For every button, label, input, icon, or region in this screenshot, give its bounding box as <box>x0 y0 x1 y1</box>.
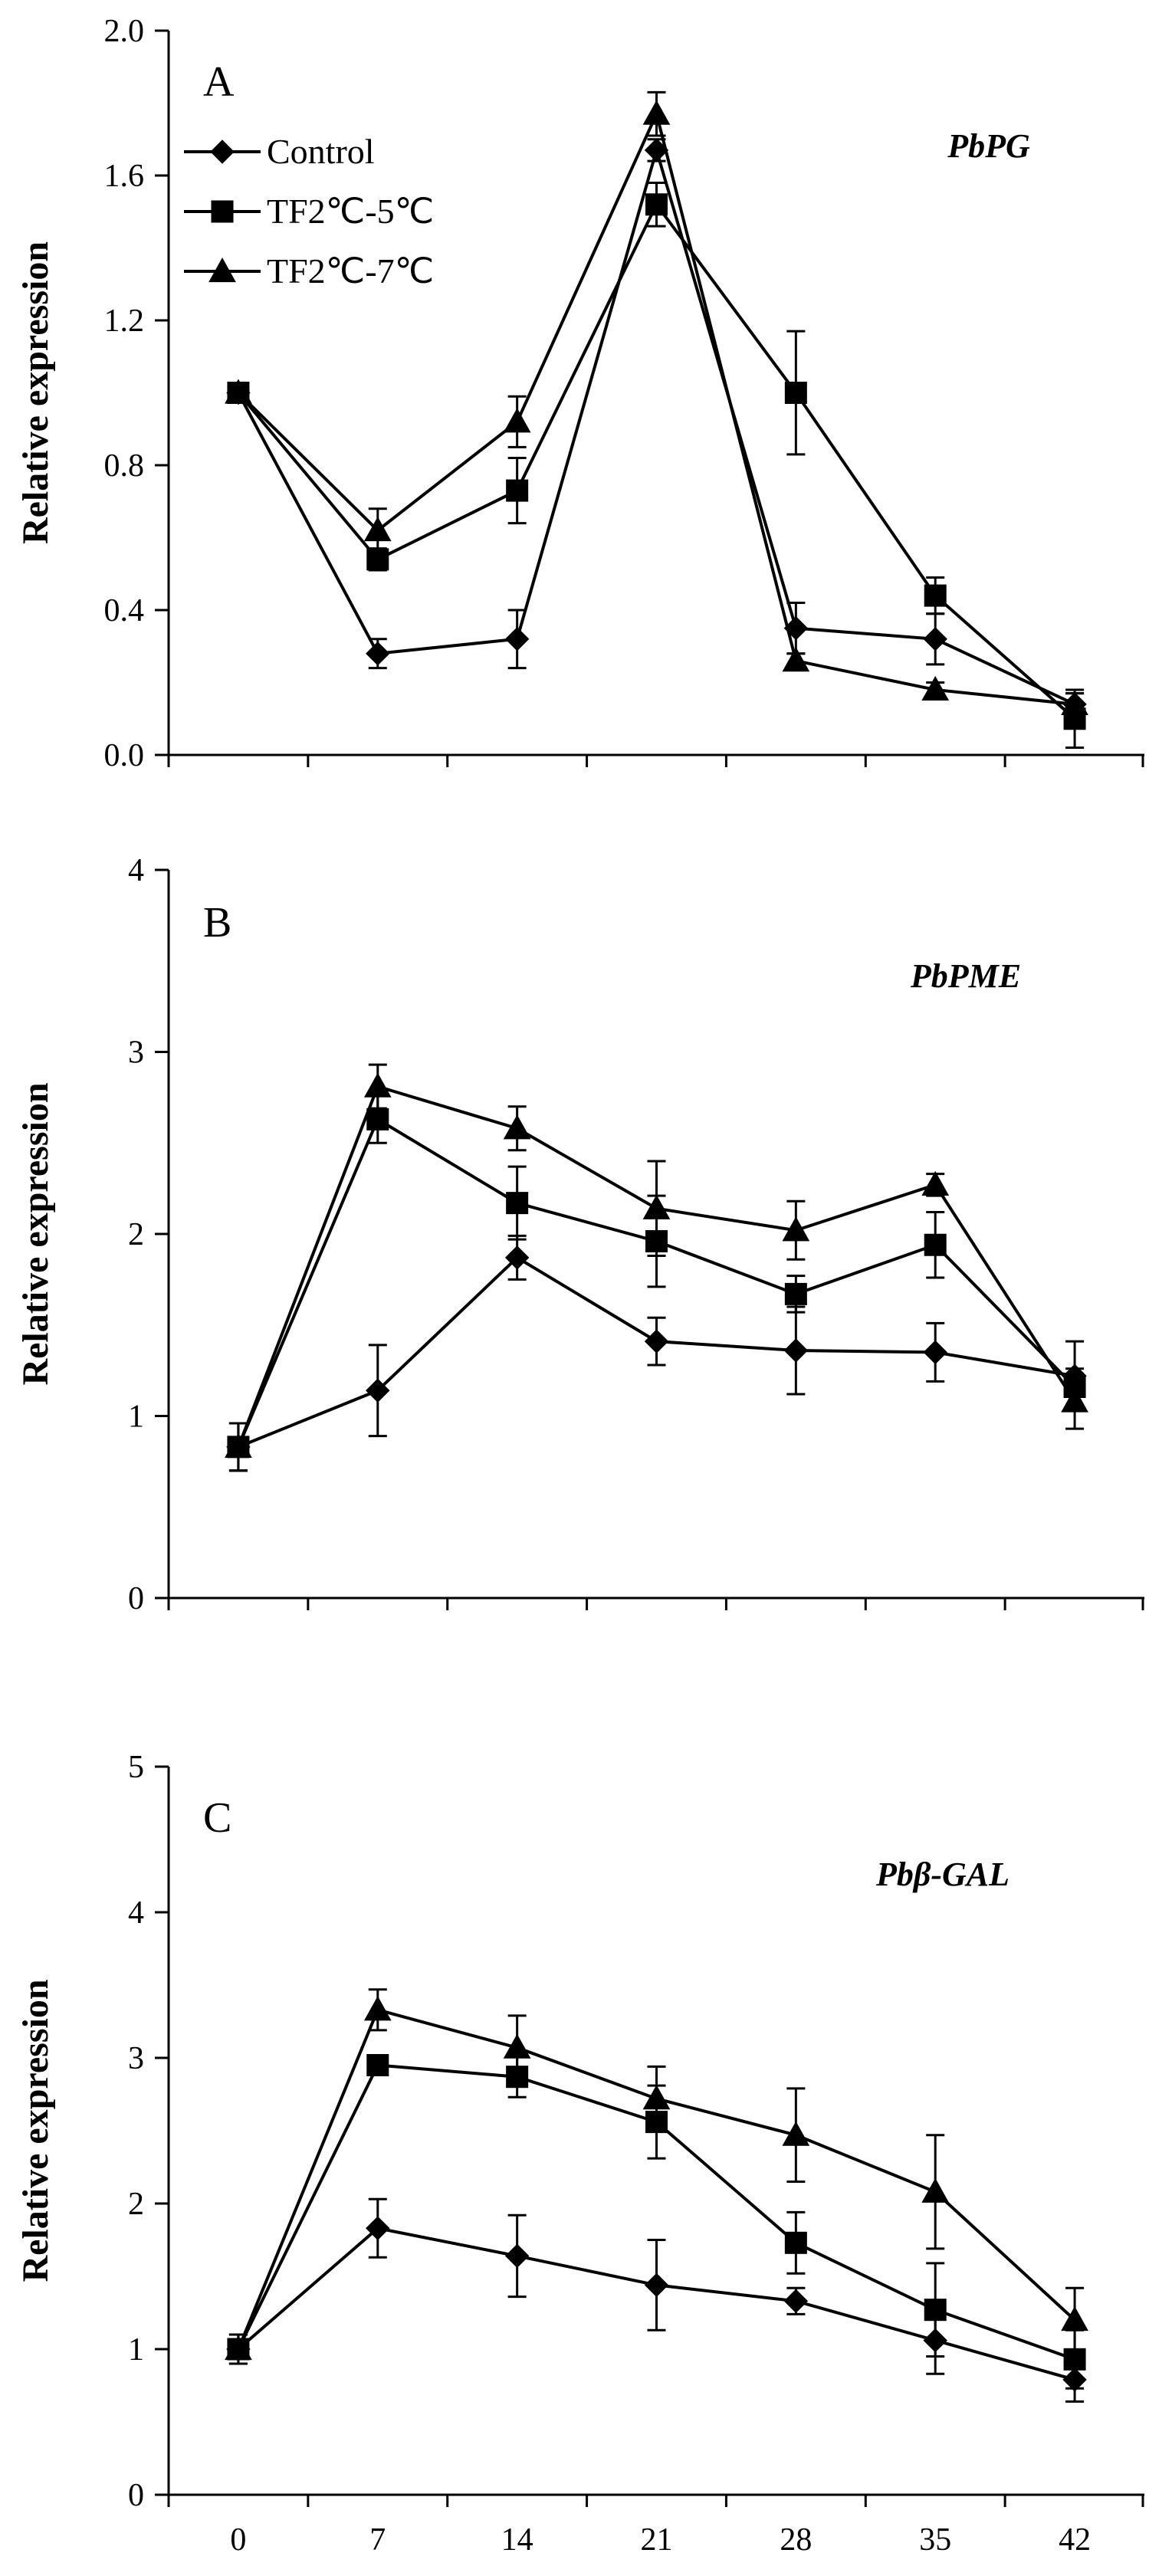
x-tick-label: 7 <box>369 2522 386 2558</box>
data-point <box>782 2121 810 2146</box>
x-tick-label: 14 <box>501 2522 533 2558</box>
data-point <box>503 1114 531 1140</box>
data-point <box>783 2289 809 2314</box>
data-point <box>644 2272 669 2298</box>
series-2 <box>225 1988 1088 2365</box>
data-point <box>503 408 531 433</box>
data-point <box>506 1192 529 1215</box>
data-point <box>366 1378 390 1403</box>
panel-b: 0 1 2 3 4 Relative expression B PbPME <box>15 853 1144 1616</box>
y-tick-label: 1.2 <box>104 304 145 339</box>
data-point <box>921 2177 950 2203</box>
y-tick-label: 5 <box>128 1750 144 1785</box>
legend-marker <box>211 200 234 223</box>
data-point <box>644 1329 669 1354</box>
data-point <box>921 675 950 701</box>
x-tick-label: 21 <box>641 2522 673 2558</box>
x-tick-label: 42 <box>1059 2522 1091 2558</box>
panel-letter: B <box>203 899 231 947</box>
gene-label: PbPME <box>910 957 1021 995</box>
y-tick-label: 3 <box>128 1035 144 1071</box>
data-point <box>1061 1387 1088 1413</box>
data-point <box>921 1170 950 1196</box>
panel-letter: A <box>203 58 235 106</box>
y-tick-label: 0.4 <box>104 593 145 628</box>
x-tick-label: 0 <box>230 2522 246 2558</box>
y-tick-label: 3 <box>128 2041 144 2076</box>
legend-marker <box>210 139 235 164</box>
data-point <box>782 647 810 672</box>
y-tick-label: 2 <box>128 2187 144 2222</box>
data-point <box>924 584 947 607</box>
panel-c: 0 1 2 3 4 5 Relative expression C Pbβ-GAL 0 7 14 21 2… <box>15 1750 1144 2558</box>
data-point <box>924 1233 947 1256</box>
data-point <box>225 379 252 404</box>
data-point <box>645 193 668 216</box>
y-tick-label: 0.0 <box>104 738 145 773</box>
y-tick-label: 1 <box>128 1400 144 1435</box>
data-point <box>784 2231 807 2254</box>
x-tick-label: 28 <box>780 2522 812 2558</box>
series-2 <box>225 90 1088 717</box>
legend-entry: Control <box>267 132 375 171</box>
series-2 <box>225 1063 1088 1472</box>
data-point <box>504 627 530 651</box>
series-1 <box>227 1094 1086 1472</box>
data-point <box>225 1432 252 1458</box>
data-point <box>1061 690 1088 715</box>
y-tick-label: 0 <box>128 2478 144 2513</box>
y-tick-label: 1 <box>128 2332 144 2368</box>
legend-marker <box>208 257 236 283</box>
data-point <box>784 1282 807 1305</box>
data-point <box>924 2299 947 2322</box>
data-point <box>642 1194 671 1219</box>
data-point <box>1061 2305 1088 2332</box>
data-point <box>783 1338 809 1363</box>
data-point <box>923 627 947 651</box>
series-0 <box>226 2197 1087 2403</box>
data-point <box>642 2085 671 2110</box>
data-point <box>504 2243 530 2269</box>
y-tick-label: 1.6 <box>104 159 145 194</box>
legend-entry: TF2℃-5℃ <box>267 192 434 231</box>
data-point <box>366 1108 389 1130</box>
legend: Control TF2℃-5℃ TF2℃-7℃ <box>184 132 434 290</box>
y-axis-label: Relative expression <box>15 1979 56 2282</box>
data-point <box>366 2054 389 2076</box>
gene-label: PbPG <box>947 127 1030 165</box>
data-point <box>506 479 529 502</box>
data-point <box>363 1996 392 2021</box>
data-point <box>784 382 807 404</box>
x-tick-label: 35 <box>919 2522 951 2558</box>
y-tick-label: 2 <box>128 1217 144 1252</box>
data-point <box>363 1072 392 1098</box>
data-point <box>923 1340 947 1365</box>
data-point <box>225 2335 252 2361</box>
y-axis-label: Relative expression <box>15 1082 56 1385</box>
y-tick-label: 0.8 <box>104 448 145 484</box>
data-point <box>366 2216 390 2241</box>
y-tick-label: 4 <box>128 853 144 888</box>
panel-a: 0.0 0.4 0.8 1.2 1.6 2.0 Relative expression A Pb… <box>15 14 1144 773</box>
data-point <box>366 641 390 666</box>
y-tick-label: 0 <box>128 1581 144 1616</box>
data-point <box>504 1245 530 1270</box>
y-tick-label: 4 <box>128 1895 144 1931</box>
y-axis-label: Relative expression <box>15 241 56 544</box>
data-point <box>642 100 671 125</box>
gene-label: Pbβ-GAL <box>875 1856 1009 1893</box>
legend-entry: TF2℃-7℃ <box>267 251 434 290</box>
y-tick-label: 2.0 <box>104 14 145 49</box>
data-point <box>782 1216 810 1242</box>
panel-letter: C <box>203 1794 231 1842</box>
data-point <box>363 517 392 542</box>
series-line <box>237 144 1075 706</box>
data-point <box>503 2033 531 2059</box>
